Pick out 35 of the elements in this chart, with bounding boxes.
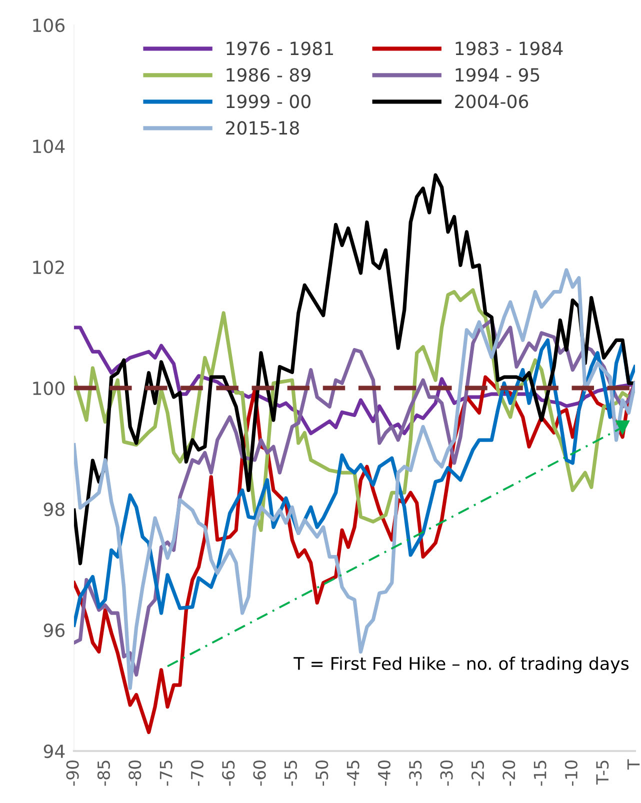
legend-label: 2015-18 — [226, 121, 299, 135]
x-tick-label: -35 — [409, 760, 422, 786]
x-tick-label: -20 — [502, 760, 516, 786]
x-tick-label: -15 — [534, 760, 546, 786]
y-tick-label: 100 — [33, 381, 64, 396]
line-series — [74, 173, 635, 566]
legend-label: 1994 - 95 — [456, 68, 540, 82]
x-tick-label: -80 — [128, 760, 142, 786]
x-tick-label: -25 — [471, 760, 484, 786]
legend-label: 1976 - 1981 — [226, 42, 333, 56]
x-tick-label: -10 — [564, 760, 578, 786]
x-tick-label: T — [627, 759, 640, 770]
x-tick-label: -30 — [440, 760, 453, 786]
x-tick-label: -65 — [222, 760, 235, 786]
y-tick-label: 96 — [44, 623, 65, 638]
legend-label: 1983 - 1984 — [456, 42, 563, 56]
x-tick-label: -50 — [316, 760, 328, 786]
x-tick-label: -60 — [253, 760, 266, 786]
x-tick-label: -75 — [160, 760, 172, 786]
x-tick-label: -40 — [378, 760, 391, 786]
x-tick-label: T-5 — [596, 760, 609, 785]
x-tick-label: -45 — [346, 760, 360, 786]
legend-label: 1986 - 89 — [226, 68, 310, 82]
y-tick-label: 104 — [33, 139, 65, 154]
y-tick-label: 102 — [33, 260, 64, 274]
annotation: T = First Fed Hike – no. of trading days — [294, 656, 629, 674]
x-tick-label: -90 — [66, 760, 79, 786]
legend-label: 1999 - 00 — [226, 94, 310, 108]
x-tick-label: -55 — [284, 760, 298, 786]
x-tick-label: -70 — [190, 760, 204, 786]
legend-label: 2004-06 — [455, 94, 528, 108]
x-tick-label: -85 — [97, 760, 110, 786]
y-tick-label: 106 — [33, 18, 65, 32]
y-tick-label: 94 — [44, 744, 65, 758]
y-tick-label: 98 — [44, 502, 64, 516]
